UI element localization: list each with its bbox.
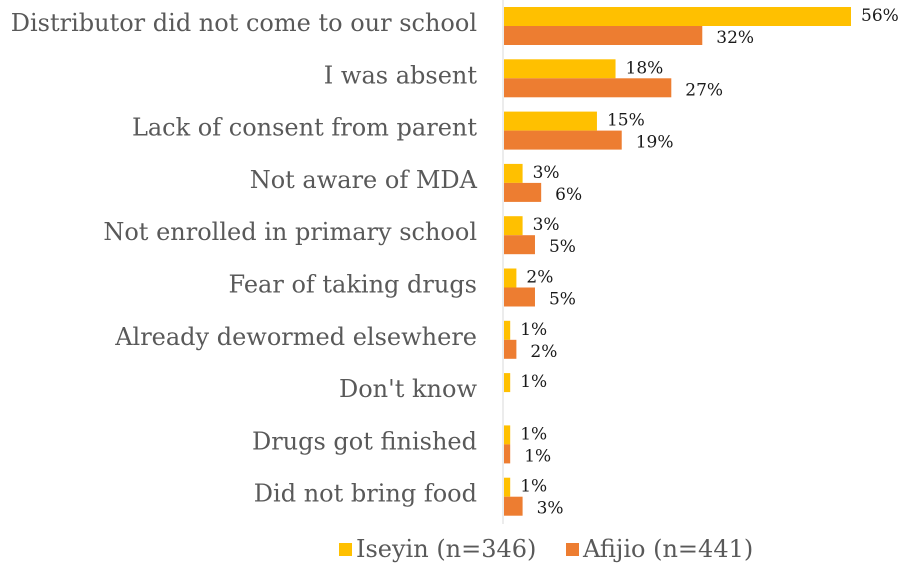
bar-afijio-no-food: [504, 496, 523, 516]
data-label-iseyin-distributor: 56%: [861, 6, 899, 26]
bar-iseyin-distributor: [504, 7, 851, 26]
legend: Iseyin (n=346) Afijio (n=441): [339, 535, 753, 563]
category-label-absent: I was absent: [324, 61, 478, 89]
category-label-no-consent: Lack of consent from parent: [132, 114, 477, 142]
data-label-iseyin-not-enrolled: 3%: [533, 215, 560, 235]
bars: [504, 7, 851, 516]
data-label-afijio-not-aware: 6%: [555, 185, 582, 205]
legend-label-iseyin: Iseyin (n=346): [356, 535, 536, 563]
data-label-afijio-already-dewormed: 2%: [530, 342, 557, 362]
bar-afijio-drugs-finished: [504, 444, 511, 464]
category-label-dont-know: Don't know: [339, 375, 477, 403]
data-label-afijio-not-enrolled: 5%: [549, 237, 576, 257]
category-label-already-dewormed: Already dewormed elsewhere: [114, 323, 477, 351]
category-label-distributor: Distributor did not come to our school: [11, 9, 477, 37]
data-label-afijio-drugs-finished: 1%: [524, 446, 551, 466]
data-label-iseyin-already-dewormed: 1%: [520, 320, 547, 340]
data-label-iseyin-absent: 18%: [626, 58, 664, 78]
data-label-iseyin-not-aware: 3%: [533, 163, 560, 183]
bar-iseyin-drugs-finished: [504, 425, 511, 445]
bar-afijio-already-dewormed: [504, 339, 517, 359]
data-label-afijio-distributor: 32%: [716, 28, 754, 48]
legend-swatch-iseyin: [339, 543, 352, 556]
category-label-fear-drugs: Fear of taking drugs: [228, 271, 477, 299]
bar-iseyin-absent: [504, 59, 616, 79]
data-label-iseyin-no-consent: 15%: [607, 111, 645, 131]
bar-afijio-distributor: [504, 26, 703, 45]
bar-afijio-fear-drugs: [504, 287, 535, 307]
data-label-afijio-no-food: 3%: [537, 499, 564, 519]
data-label-afijio-no-consent: 19%: [636, 133, 674, 153]
data-label-iseyin-no-food: 1%: [520, 477, 547, 497]
bar-iseyin-dont-know: [504, 373, 511, 393]
bar-afijio-not-aware: [504, 182, 542, 202]
bar-iseyin-no-food: [504, 477, 511, 497]
bar-iseyin-not-enrolled: [504, 216, 523, 236]
category-label-drugs-finished: Drugs got finished: [252, 427, 477, 455]
data-label-afijio-absent: 27%: [685, 80, 723, 100]
legend-label-afijio: Afijio (n=441): [582, 535, 753, 563]
data-label-iseyin-fear-drugs: 2%: [526, 268, 553, 288]
bar-iseyin-not-aware: [504, 163, 523, 183]
category-labels: Distributor did not come to our school I …: [11, 9, 478, 508]
data-label-iseyin-dont-know: 1%: [520, 372, 547, 392]
bar-iseyin-no-consent: [504, 111, 597, 131]
data-label-afijio-fear-drugs: 5%: [549, 290, 576, 310]
category-label-not-enrolled: Not enrolled in primary school: [103, 218, 477, 246]
bar-iseyin-already-dewormed: [504, 320, 511, 340]
bar-afijio-absent: [504, 78, 672, 98]
category-label-not-aware: Not aware of MDA: [250, 166, 478, 194]
bar-afijio-no-consent: [504, 130, 622, 150]
data-label-iseyin-drugs-finished: 1%: [520, 424, 547, 444]
legend-swatch-afijio: [566, 543, 579, 556]
data-labels: 56%32%18%27%15%19%3%6%3%5%2%5%1%2%1%1%1%…: [520, 6, 899, 519]
category-label-no-food: Did not bring food: [254, 480, 477, 508]
bar-iseyin-fear-drugs: [504, 268, 517, 288]
bar-afijio-not-enrolled: [504, 235, 535, 255]
